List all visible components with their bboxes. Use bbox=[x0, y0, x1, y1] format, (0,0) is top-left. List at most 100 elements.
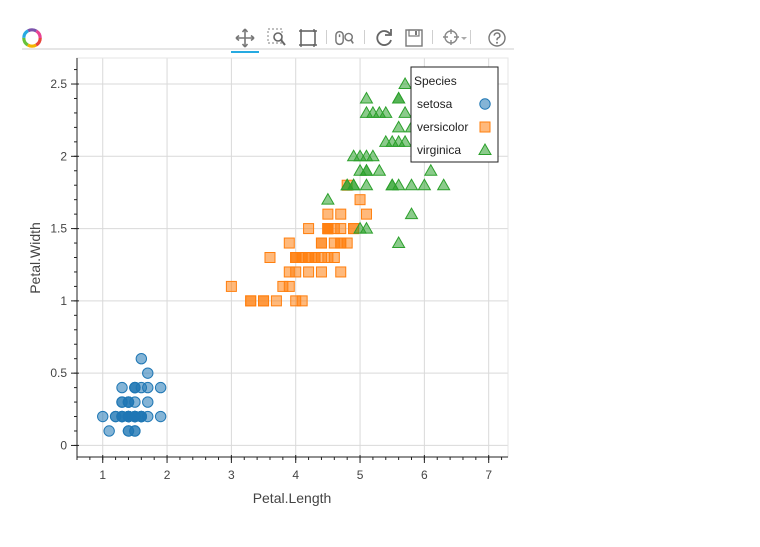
reset-tool-button[interactable] bbox=[373, 27, 395, 49]
legend-title: Species bbox=[414, 74, 457, 88]
virginica-point bbox=[378, 134, 393, 147]
help-icon bbox=[488, 29, 506, 47]
move-icon bbox=[235, 28, 255, 48]
data-points bbox=[97, 77, 490, 437]
versicolor-point bbox=[360, 208, 372, 220]
save-tool-button[interactable] bbox=[403, 27, 425, 49]
toolbar-separator bbox=[432, 30, 433, 44]
versicolor-point bbox=[264, 252, 276, 263]
versicolor-point bbox=[335, 266, 347, 278]
legend: Species setosa versicolor virginica bbox=[410, 66, 499, 163]
y-tick-label: 0 bbox=[60, 438, 67, 452]
virginica-point bbox=[417, 178, 432, 191]
virginica-point bbox=[366, 105, 380, 118]
versicolor-point bbox=[341, 237, 353, 249]
setosa-point bbox=[103, 425, 115, 437]
setosa-point bbox=[135, 352, 148, 365]
toolbar-divider bbox=[22, 48, 514, 50]
y-tick-label: 2 bbox=[60, 149, 67, 163]
versicolor-point bbox=[315, 266, 327, 278]
crosshair-icon bbox=[443, 29, 467, 45]
versicolor-point bbox=[335, 208, 347, 220]
y-tick-label: 0.5 bbox=[50, 366, 67, 380]
setosa-point bbox=[122, 425, 135, 437]
virginica-point bbox=[436, 178, 451, 191]
virginica-point bbox=[391, 134, 406, 147]
virginica-point bbox=[378, 105, 393, 118]
box-zoom-tool-button[interactable] bbox=[266, 27, 288, 49]
virginica-point bbox=[353, 163, 367, 176]
legend-label-versicolor: versicolor bbox=[417, 120, 468, 134]
x-tick-label: 6 bbox=[421, 468, 428, 482]
legend-label-setosa: setosa bbox=[417, 97, 453, 111]
wheel-zoom-tool-button[interactable] bbox=[334, 27, 356, 49]
versicolor-point bbox=[309, 252, 321, 263]
versicolor-point bbox=[245, 295, 257, 307]
legend-marker-virginica bbox=[478, 142, 492, 155]
virginica-point bbox=[404, 178, 419, 191]
versicolor-point bbox=[283, 237, 295, 249]
versicolor-point bbox=[328, 237, 340, 249]
virginica-point bbox=[359, 91, 374, 104]
virginica-point bbox=[391, 120, 406, 133]
setosa-point bbox=[142, 367, 154, 379]
reset-icon bbox=[376, 29, 392, 46]
y-axis-label: Petal.Width bbox=[27, 222, 43, 294]
virginica-point bbox=[385, 178, 400, 191]
virginica-point bbox=[398, 105, 412, 118]
virginica-point bbox=[340, 178, 355, 191]
box-select-icon bbox=[299, 29, 317, 47]
versicolor-point bbox=[303, 223, 315, 235]
toolbar-separator bbox=[326, 30, 327, 44]
setosa-point bbox=[97, 410, 109, 423]
legend-marker-setosa bbox=[479, 98, 491, 110]
hover-tool-button[interactable] bbox=[441, 27, 469, 49]
virginica-point bbox=[391, 91, 406, 104]
x-tick-label: 3 bbox=[228, 468, 235, 482]
versicolor-point bbox=[258, 295, 270, 307]
setosa-point bbox=[129, 381, 141, 394]
bokeh-logo-icon[interactable] bbox=[22, 28, 42, 48]
versicolor-point bbox=[322, 223, 334, 235]
setosa-point bbox=[154, 410, 167, 423]
versicolor-point bbox=[290, 266, 302, 278]
versicolor-point bbox=[322, 208, 334, 220]
versicolor-point bbox=[335, 223, 347, 235]
virginica-point bbox=[372, 163, 387, 176]
virginica-point bbox=[366, 149, 380, 162]
virginica-point bbox=[346, 149, 361, 162]
versicolor-point bbox=[328, 252, 340, 263]
toolbar-separator bbox=[470, 30, 471, 44]
box-select-tool-button[interactable] bbox=[297, 27, 319, 49]
save-icon bbox=[405, 29, 423, 47]
versicolor-point bbox=[296, 252, 308, 263]
versicolor-point bbox=[315, 237, 327, 249]
versicolor-point bbox=[270, 295, 282, 307]
versicolor-point bbox=[303, 266, 315, 278]
x-tick-label: 7 bbox=[485, 468, 492, 482]
virginica-point bbox=[359, 178, 374, 191]
versicolor-point bbox=[296, 295, 308, 307]
virginica-point bbox=[321, 192, 335, 205]
x-tick-label: 1 bbox=[99, 468, 106, 482]
wheel-zoom-icon bbox=[335, 30, 354, 46]
virginica-point bbox=[359, 221, 374, 234]
virginica-point bbox=[391, 236, 406, 249]
setosa-point bbox=[142, 396, 154, 408]
setosa-point bbox=[154, 381, 167, 394]
virginica-point bbox=[404, 207, 419, 220]
setosa-point bbox=[116, 381, 128, 394]
setosa-point bbox=[122, 396, 135, 408]
y-tick-label: 1 bbox=[60, 294, 67, 308]
x-axis-label: Petal.Length bbox=[253, 490, 332, 506]
x-tick-label: 4 bbox=[292, 468, 299, 482]
pan-tool-button[interactable] bbox=[231, 27, 259, 53]
legend-label-virginica: virginica bbox=[417, 143, 461, 157]
x-tick-label: 5 bbox=[357, 468, 364, 482]
y-tick-label: 2.5 bbox=[50, 77, 67, 91]
axes: 1 2 3 4 5 6 7 0 0.5 1 1.5 2 2.5 bbox=[50, 58, 508, 482]
help-tool-button[interactable] bbox=[486, 27, 508, 49]
versicolor-point bbox=[354, 194, 366, 206]
virginica-point bbox=[423, 163, 438, 176]
